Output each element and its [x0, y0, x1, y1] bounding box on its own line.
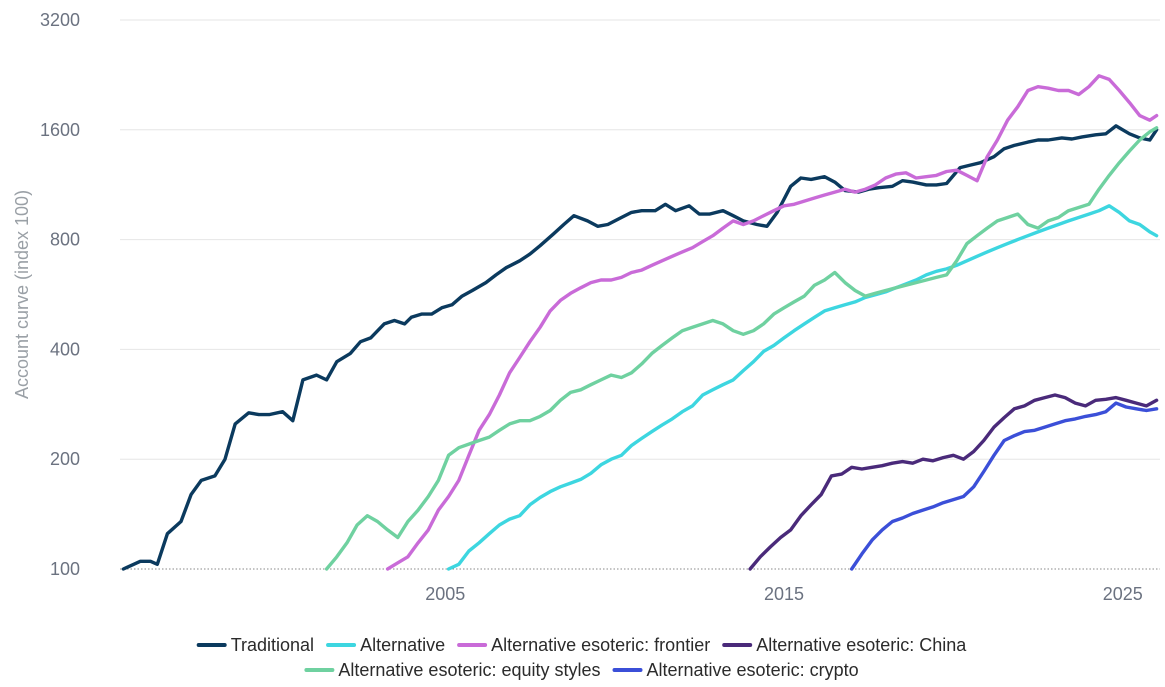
legend-label: Alternative	[360, 635, 445, 655]
series-line-alternative	[446, 204, 1159, 571]
x-axis-ticks: 2005 2015 2025	[425, 584, 1143, 604]
y-axis-ticks: 100 200 400 800 1600 3200	[40, 10, 80, 579]
legend-label: Alternative esoteric: crypto	[647, 660, 859, 680]
y-tick-label: 3200	[40, 10, 80, 30]
series-line-traditional	[121, 124, 1159, 571]
y-tick-label: 100	[50, 559, 80, 579]
series-line-alternative-esoteric-crypto	[850, 401, 1159, 571]
y-tick-label: 800	[50, 230, 80, 250]
x-tick-label: 2005	[425, 584, 465, 604]
legend-label: Alternative esoteric: China	[756, 635, 967, 655]
series-line-alternative-esoteric-china	[748, 393, 1159, 571]
x-tick-label: 2025	[1103, 584, 1143, 604]
gridlines	[120, 19, 1160, 570]
y-tick-label: 1600	[40, 120, 80, 140]
y-tick-label: 400	[50, 339, 80, 359]
y-axis-title: Account curve (index 100)	[12, 190, 32, 399]
legend-label: Traditional	[231, 635, 314, 655]
x-tick-label: 2015	[764, 584, 804, 604]
series-line-alternative-esoteric-frontier	[385, 74, 1159, 571]
y-tick-label: 200	[50, 449, 80, 469]
series-line-alternative-esoteric-equity-styles	[324, 126, 1159, 571]
legend-label: Alternative esoteric: frontier	[491, 635, 710, 655]
legend: Traditional Alternative Alternative esoter…	[196, 635, 967, 680]
series-lines	[121, 74, 1159, 571]
legend-label: Alternative esoteric: equity styles	[338, 660, 600, 680]
